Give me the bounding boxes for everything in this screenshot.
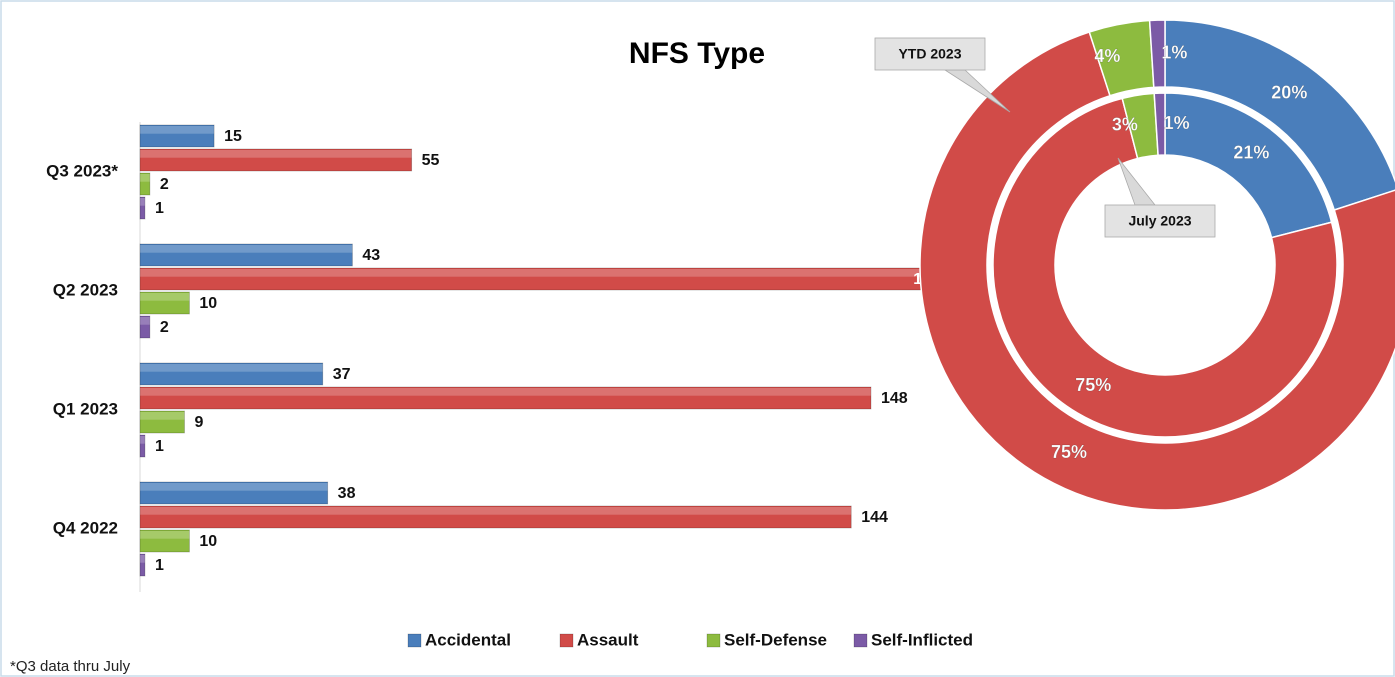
- bar: [139, 172, 151, 196]
- legend-swatch: [559, 633, 574, 648]
- data-label: 10: [199, 295, 217, 312]
- bar: [139, 148, 413, 172]
- category-label: Q1 2023: [53, 399, 118, 418]
- category-label: Q4 2022: [53, 518, 118, 537]
- data-label: 144: [861, 509, 888, 526]
- bar: [139, 505, 852, 529]
- bar-highlight: [140, 364, 323, 372]
- bar-highlight: [140, 507, 852, 515]
- data-label: 55: [422, 152, 440, 169]
- bar: [139, 362, 324, 386]
- data-label: 15: [224, 128, 242, 145]
- data-label: 1%: [1164, 113, 1190, 133]
- legend-swatch: [853, 633, 868, 648]
- bar-highlight: [140, 317, 150, 325]
- legend-label: Accidental: [425, 630, 511, 649]
- donut-slice: [992, 97, 1338, 438]
- data-label: 21%: [1233, 142, 1269, 162]
- callout-label: July 2023: [1128, 213, 1191, 229]
- legend-swatch: [407, 633, 422, 648]
- data-label: 1: [155, 200, 164, 217]
- data-label: 20%: [1271, 83, 1307, 103]
- data-label: 4%: [1094, 46, 1120, 66]
- data-label: 43: [362, 247, 380, 264]
- legend-swatch: [706, 633, 721, 648]
- bar: [139, 124, 215, 148]
- chart-title: NFS Type: [629, 37, 765, 70]
- category-label: Q2 2023: [53, 280, 118, 299]
- legend-label: Assault: [577, 630, 639, 649]
- bar-highlight: [140, 198, 145, 206]
- data-label: 2: [160, 319, 169, 336]
- data-label: 10: [199, 533, 217, 550]
- data-label: 75%: [1051, 442, 1087, 462]
- data-label: 1%: [1161, 42, 1187, 62]
- legend-label: Self-Defense: [724, 630, 827, 649]
- data-label: 37: [333, 366, 351, 383]
- bar: [139, 315, 151, 339]
- bar-highlight: [140, 245, 353, 253]
- bar: [139, 386, 872, 410]
- footnote: *Q3 data thru July: [10, 658, 131, 675]
- bar-highlight: [140, 412, 185, 420]
- donut-slice: [1148, 19, 1166, 89]
- data-label: 9: [194, 414, 203, 431]
- bar: [139, 291, 190, 315]
- bar-highlight: [140, 555, 145, 563]
- bar: [139, 434, 146, 458]
- bar: [139, 410, 185, 434]
- bar: [139, 243, 353, 267]
- donut-slice: [919, 31, 1395, 511]
- bar: [139, 481, 329, 505]
- data-label: 75%: [1075, 375, 1111, 395]
- donut-slice: [1153, 92, 1166, 157]
- bar-highlight: [140, 388, 871, 396]
- legend-label: Self-Inflicted: [871, 630, 973, 649]
- data-label: 2: [160, 176, 169, 193]
- bar-highlight: [140, 436, 145, 444]
- callout-box: [874, 37, 986, 71]
- bar-highlight: [140, 174, 150, 182]
- bar: [139, 553, 146, 577]
- bar-highlight: [140, 293, 190, 301]
- data-label: 1: [155, 557, 164, 574]
- bar-highlight: [140, 483, 328, 491]
- callout-box: [1104, 204, 1216, 238]
- data-label: 1: [155, 438, 164, 455]
- bar-highlight: [140, 531, 190, 539]
- data-label: 38: [338, 485, 356, 502]
- data-label: 148: [881, 390, 908, 407]
- data-label: 3%: [1112, 114, 1138, 134]
- bar-highlight: [140, 126, 215, 134]
- callout-label: YTD 2023: [898, 46, 961, 62]
- category-label: Q3 2023*: [46, 161, 118, 180]
- bar: [139, 529, 190, 553]
- bar: [139, 196, 146, 220]
- donut-slice: [1164, 19, 1395, 211]
- bar-highlight: [140, 150, 412, 158]
- bar-highlight: [140, 269, 950, 277]
